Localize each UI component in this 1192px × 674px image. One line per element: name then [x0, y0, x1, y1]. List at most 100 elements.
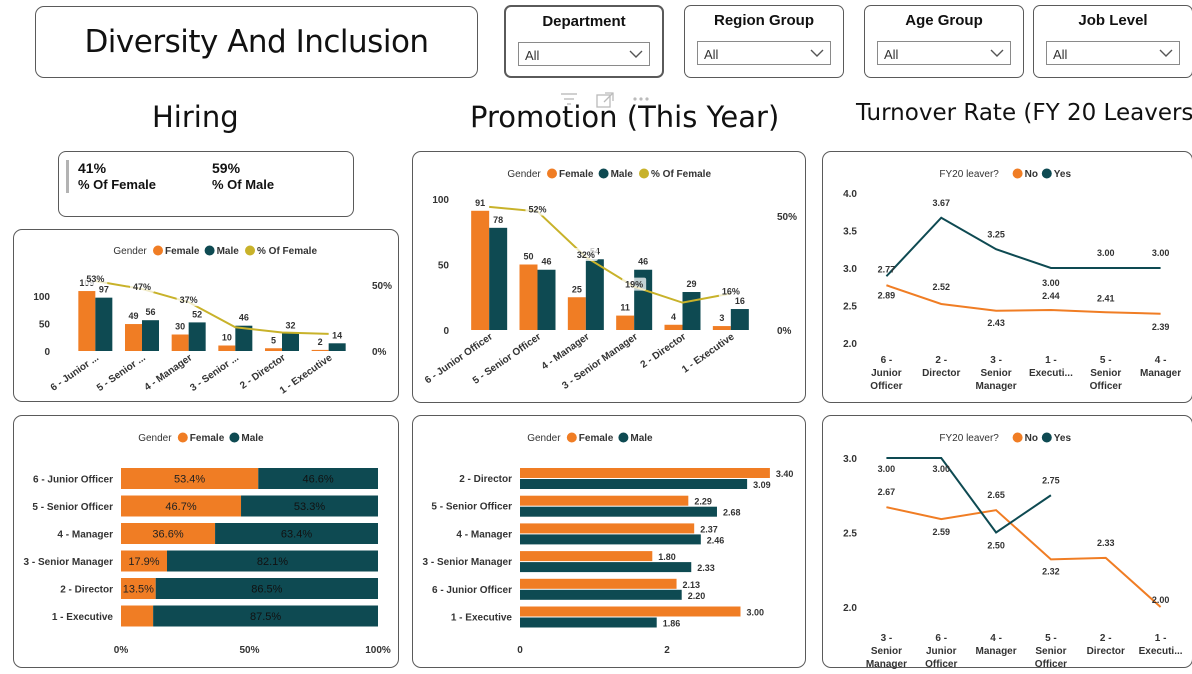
y-axis-label: 1 - Executive: [451, 613, 513, 624]
department-dropdown[interactable]: All: [518, 42, 650, 66]
legend-item: % Of Female: [651, 169, 711, 180]
data-label-yes: 3.67: [932, 198, 950, 208]
x-axis-label: 3 - Senior ...: [188, 352, 241, 394]
male-share-bar: [167, 550, 378, 572]
female-bar: [664, 324, 683, 330]
percent-label-bg: [176, 293, 201, 307]
dropdown-value: All: [1053, 47, 1068, 62]
turnover-line-chart-1[interactable]: FY20 leaver? No Yes 2.0 2.5 3.0 3.5 4.0 6 - Junio…: [822, 151, 1192, 403]
age-group-dropdown[interactable]: All: [877, 41, 1011, 65]
promotion-clustered-svg: Gender Female Male 2 - Director 3.40 3.09 5 - …: [423, 432, 794, 656]
female-bar: [265, 348, 282, 351]
male-data-label: 3.09: [753, 480, 771, 490]
data-label-yes: 2.89: [878, 290, 896, 300]
legend-item: FY20 leaver?: [939, 169, 999, 180]
legend-item: Gender: [138, 433, 172, 444]
female-bar: [519, 264, 538, 330]
filter-icon[interactable]: [560, 92, 578, 106]
percent-data-label: 47%: [133, 282, 151, 292]
female-data-label: 11: [620, 303, 630, 313]
male-data-label: 46: [638, 257, 648, 267]
department-slicer[interactable]: Department All: [504, 5, 664, 78]
hiring-combo-chart[interactable]: Gender Female Male % Of Female 0 50 100 0% 50% 10…: [13, 229, 399, 402]
y2-axis-tick: 0%: [372, 347, 387, 358]
x-axis-tick: 50%: [239, 645, 259, 656]
x-axis-label: 2 -: [935, 355, 947, 366]
legend-item: Male: [241, 433, 264, 444]
x-axis-label: 1 -: [1045, 355, 1057, 366]
promotion-clustered-chart[interactable]: Gender Female Male 2 - Director 3.40 3.09 5 - …: [412, 415, 806, 668]
x-axis-label: Junior: [871, 368, 902, 379]
promotion-combo-svg: Gender Female Male % Of Female 0 50 100 0% 50% 91…: [423, 168, 797, 392]
female-data-label: 1.80: [658, 552, 676, 562]
female-percent-label: % Of Female: [78, 177, 157, 192]
female-data-label: 3: [719, 313, 724, 323]
male-data-label: 2.33: [697, 563, 715, 573]
female-data-label: 50: [523, 252, 533, 262]
x-axis-tick: 2: [664, 645, 670, 656]
male-bar: [520, 479, 748, 489]
male-bar: [585, 259, 604, 330]
y2-axis-tick: 0%: [777, 326, 792, 337]
data-label-yes: 3.00: [932, 464, 950, 474]
x-axis-label: Officer: [1035, 659, 1067, 669]
data-label-no: 2.44: [1042, 291, 1060, 301]
promotion-combo-chart[interactable]: Gender Female Male % Of Female 0 50 100 0% 50% 91…: [412, 151, 806, 403]
female-percent-value: 41%: [78, 160, 107, 176]
more-options-icon[interactable]: [632, 92, 650, 106]
male-bar: [520, 534, 701, 545]
male-bar: [520, 506, 717, 517]
focus-mode-icon[interactable]: [596, 92, 614, 108]
male-data-label: 56: [145, 307, 155, 317]
job-level-dropdown[interactable]: All: [1046, 41, 1180, 65]
legend-marker: [177, 432, 188, 443]
x-axis-label: Officer: [870, 381, 902, 392]
female-bar: [520, 606, 741, 617]
male-data-label: 1.86: [663, 619, 681, 629]
region-group-dropdown[interactable]: All: [697, 41, 831, 65]
x-axis-label: Executi...: [1029, 368, 1073, 379]
female-bar: [471, 210, 490, 330]
y-axis-tick: 2.5: [843, 302, 857, 313]
male-bar: [520, 562, 692, 573]
legend-item: Gender: [527, 433, 561, 444]
dropdown-value: All: [525, 48, 540, 63]
y-axis-tick: 50: [39, 320, 51, 331]
kpi-accent-bar: [66, 160, 69, 193]
y-axis-label: 4 - Manager: [456, 529, 512, 540]
legend-item: Male: [630, 433, 653, 444]
legend-marker: [1012, 168, 1023, 179]
legend-marker: [598, 168, 609, 179]
male-data-label: 14: [332, 330, 342, 340]
y-axis-tick: 2.0: [843, 339, 857, 350]
female-data-label: 30: [175, 322, 185, 332]
male-bar: [520, 589, 682, 600]
female-bar: [78, 291, 96, 351]
legend-item: Female: [165, 246, 200, 257]
data-label-yes: 3.00: [878, 464, 896, 474]
job-level-slicer[interactable]: Job Level All: [1033, 5, 1192, 78]
hiring-stacked-chart[interactable]: Gender Female Male 6 - Junior Officer 53.4% 4…: [13, 415, 399, 668]
male-share-label: 86.5%: [251, 584, 282, 596]
male-share-bar: [153, 605, 378, 627]
age-group-slicer[interactable]: Age Group All: [864, 5, 1024, 78]
female-data-label: 3.40: [776, 469, 794, 479]
male-data-label: 16: [735, 296, 745, 306]
y-axis-tick: 2.0: [843, 603, 857, 614]
gender-kpi-card: 41% % Of Female 59% % Of Male: [58, 151, 354, 217]
turnover-line-chart-2[interactable]: FY20 leaver? No Yes 2.0 2.5 3.0 3 - Senior Manag…: [822, 415, 1192, 670]
female-data-label: 91: [475, 198, 485, 208]
female-share-label: 17.9%: [128, 556, 159, 568]
x-axis-label: 2 -: [1100, 633, 1112, 644]
x-axis-label: Manager: [866, 659, 907, 669]
legend-item: Male: [217, 246, 240, 257]
x-axis-tick: 0%: [114, 645, 129, 656]
chevron-down-icon: [1159, 49, 1173, 57]
male-share-label: 82.1%: [257, 556, 288, 568]
data-label-no: 2.52: [932, 282, 950, 292]
male-data-label: 2.20: [688, 591, 706, 601]
hiring-title: Hiring: [152, 100, 239, 134]
legend-marker: [1012, 432, 1023, 443]
region-group-slicer[interactable]: Region Group All: [684, 5, 844, 78]
female-bar: [520, 523, 695, 534]
